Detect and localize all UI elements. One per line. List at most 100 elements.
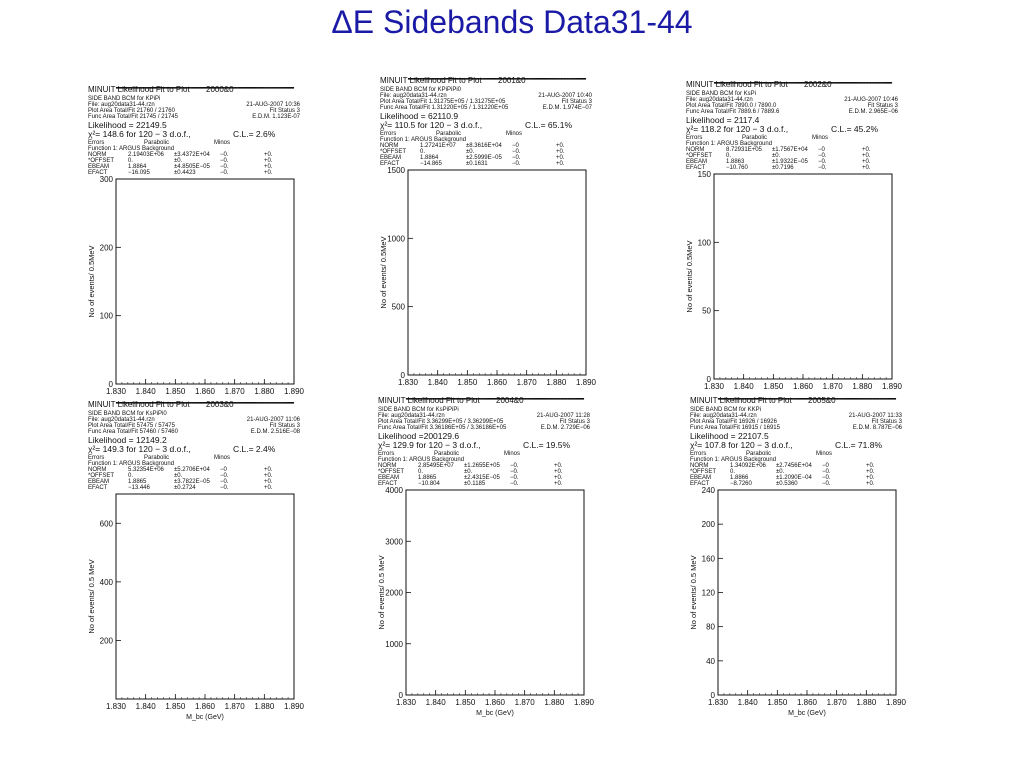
- data-point: [417, 398, 420, 400]
- param-minos-neg: −0.: [818, 153, 827, 159]
- data-point: [507, 78, 509, 80]
- param-error: ±0.: [174, 473, 183, 479]
- data-point: [557, 78, 560, 80]
- param-error: ±1.2655E+05: [464, 463, 500, 469]
- data-point: [855, 398, 858, 400]
- param-name: EBEAM: [88, 164, 110, 170]
- parabolic-header: Parabolic: [436, 131, 462, 137]
- y-tick-label: 4000: [385, 486, 403, 495]
- data-point: [557, 398, 559, 400]
- data-point: [811, 82, 814, 84]
- data-point: [735, 398, 738, 400]
- data-point: [517, 398, 519, 400]
- data-point: [129, 87, 131, 89]
- data-point: [161, 87, 164, 89]
- data-point: [824, 398, 827, 400]
- data-point: [725, 82, 728, 84]
- data-point: [545, 78, 548, 80]
- fit-title: MINUIT Likelihood Fit to Plot: [686, 80, 788, 89]
- data-point: [864, 398, 867, 400]
- data-point: [516, 78, 518, 80]
- data-point: [881, 398, 883, 400]
- errors-header: Errors: [88, 140, 105, 146]
- data-point: [237, 87, 240, 89]
- plot-area-label: Plot Area Total/Fit 57475 / 57475: [88, 423, 175, 429]
- function-label: Function 1: ARGUS Background: [686, 141, 773, 147]
- data-point: [157, 402, 160, 404]
- data-point: [511, 398, 513, 400]
- data-point: [513, 78, 515, 80]
- data-point: [890, 82, 893, 84]
- data-point: [141, 402, 143, 404]
- fit-title: MINUIT Likelihood Fit to Plot: [88, 85, 190, 94]
- data-point: [443, 398, 445, 400]
- data-point: [258, 87, 260, 89]
- data-point: [213, 402, 216, 404]
- param-value: 1.8866: [730, 475, 749, 481]
- data-point: [526, 78, 529, 80]
- data-point: [848, 82, 851, 84]
- data-point: [483, 398, 485, 400]
- data-point: [274, 87, 277, 89]
- cl-label: C.L.= 19.5%: [523, 440, 571, 450]
- data-point: [410, 398, 412, 400]
- data-point: [520, 398, 522, 400]
- data-point: [571, 78, 573, 80]
- data-point: [194, 87, 197, 89]
- chart-svg: 1.830 1.840 1.850 1.860 1.870 1.880 1.890 0 50 10…: [686, 82, 903, 391]
- data-point: [465, 398, 467, 400]
- data-point: [498, 78, 501, 80]
- data-point: [153, 87, 155, 89]
- param-value: 0.: [128, 158, 134, 164]
- chi2-label: χ²= 149.3 for 120 − 3 d.o.f.,: [88, 444, 191, 454]
- data-point: [742, 82, 744, 84]
- param-name: NORM: [88, 152, 107, 158]
- data-point: [144, 87, 146, 89]
- param-minos-pos: +0.: [556, 143, 565, 149]
- data-point: [451, 398, 454, 400]
- data-point: [126, 402, 128, 404]
- data-point: [432, 398, 435, 400]
- x-tick-label: 1.880: [544, 698, 565, 707]
- data-point: [221, 402, 223, 404]
- x-tick-label: 1.850: [763, 382, 784, 391]
- mode-label: SIDE BAND BCM for KsPiPiPi: [378, 407, 459, 413]
- data-point: [462, 78, 465, 80]
- data-point: [405, 398, 408, 400]
- data-point: [410, 78, 413, 80]
- data-point: [147, 87, 149, 89]
- data-point: [505, 398, 507, 400]
- data-point: [869, 398, 871, 400]
- data-point: [740, 398, 742, 400]
- data-point: [830, 398, 833, 400]
- data-point: [762, 398, 765, 400]
- data-point: [758, 82, 761, 84]
- data-point: [268, 87, 271, 89]
- data-point: [231, 87, 234, 89]
- data-point: [239, 402, 241, 404]
- data-point: [822, 82, 824, 84]
- param-value: −10.804: [418, 481, 440, 487]
- x-tick-label: 1.830: [708, 698, 729, 707]
- param-name: EFACT: [686, 165, 706, 171]
- data-point: [413, 398, 415, 400]
- data-point: [463, 398, 466, 400]
- data-point: [164, 402, 167, 404]
- data-point: [206, 402, 209, 404]
- data-point: [887, 82, 890, 84]
- data-point: [555, 398, 558, 400]
- data-point: [794, 82, 796, 84]
- data-point: [797, 82, 799, 84]
- data-point: [728, 398, 730, 400]
- parabolic-header: Parabolic: [742, 135, 768, 141]
- likelihood-label: Likelihood = 2117.4: [686, 115, 760, 125]
- mode-label: SIDE BAND BCM for KsPiPi0: [88, 411, 167, 417]
- data-point: [746, 398, 748, 400]
- data-point: [768, 82, 771, 84]
- data-point: [560, 398, 562, 400]
- data-point: [145, 402, 148, 404]
- data-point: [566, 398, 568, 400]
- data-point: [154, 402, 157, 404]
- fit-status-label: Fit Status 3: [561, 99, 592, 105]
- plot-frame: [407, 169, 587, 376]
